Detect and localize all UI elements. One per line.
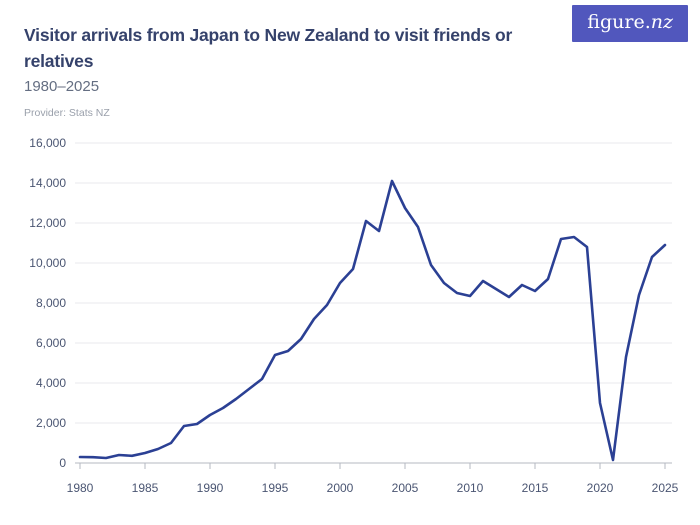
logo-text-main: figure.	[587, 11, 651, 33]
data-line-visitor-arrivals	[78, 179, 667, 462]
provider-label: Provider: Stats NZ	[24, 107, 110, 119]
chart-subtitle: 1980–2025	[24, 78, 100, 95]
x-axis-tick-label: 2000	[327, 481, 354, 495]
x-axis-tick-label: 1980	[67, 481, 94, 495]
y-axis-tick-label: 12,000	[29, 216, 66, 230]
y-axis-tick-label: 4,000	[36, 376, 66, 390]
y-axis-tick-label: 2,000	[36, 416, 66, 430]
y-axis-tick-label: 10,000	[29, 256, 66, 270]
logo-text-suffix: nz	[650, 11, 673, 33]
x-axis-tick-label: 2010	[457, 481, 484, 495]
x-axis-tick-label: 1990	[197, 481, 224, 495]
x-axis-tick-label: 2025	[652, 481, 679, 495]
y-axis-tick-label: 8,000	[36, 296, 66, 310]
y-axis-tick-label: 16,000	[29, 136, 66, 150]
x-axis-tick-label: 1985	[132, 481, 159, 495]
y-axis-tick-label: 14,000	[29, 176, 66, 190]
y-axis-tick-label: 6,000	[36, 336, 66, 350]
figurenz-logo[interactable]: figure.nz	[572, 5, 688, 42]
x-axis-tick-label: 2005	[392, 481, 419, 495]
y-axis-tick-label: 0	[59, 456, 66, 470]
x-axis-tick-label: 2020	[587, 481, 614, 495]
x-axis-tick-label: 2015	[522, 481, 549, 495]
page-title: Visitor arrivals from Japan to New Zeala…	[24, 25, 513, 71]
x-axis-tick-label: 1995	[262, 481, 289, 495]
